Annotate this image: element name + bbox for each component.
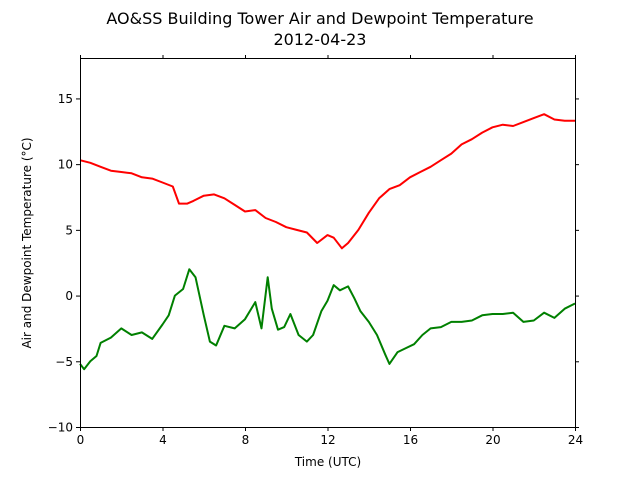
y-tick-label: −10 xyxy=(48,421,73,435)
y-tick-label: 10 xyxy=(58,158,73,172)
x-axis-label: Time (UTC) xyxy=(294,455,361,469)
y-axis-label: Air and Dewpoint Temperature (°C) xyxy=(20,137,34,348)
x-tick-label: 20 xyxy=(485,433,500,447)
x-tick-label: 8 xyxy=(242,433,250,447)
x-tick-label: 16 xyxy=(403,433,418,447)
plot-frame xyxy=(80,58,576,428)
chart-subtitle: 2012-04-23 xyxy=(274,30,367,49)
x-tick-label: 24 xyxy=(568,433,583,447)
y-tick-label: 0 xyxy=(65,289,73,303)
x-tick-label: 4 xyxy=(159,433,167,447)
tick-layer: 0 4 8 12 16 20 24 −10 −5 0 5 10 15 xyxy=(48,55,583,447)
series-line-2 xyxy=(79,268,576,371)
x-tick-label: 12 xyxy=(320,433,335,447)
x-tick-label: 0 xyxy=(77,433,85,447)
y-tick-label: 15 xyxy=(58,92,73,106)
y-tick-label: 5 xyxy=(65,223,73,237)
series-line-1 xyxy=(79,113,575,250)
chart-title: AO&SS Building Tower Air and Dewpoint Te… xyxy=(106,9,533,28)
y-tick-label: −5 xyxy=(55,355,73,369)
series-layer xyxy=(79,113,576,371)
